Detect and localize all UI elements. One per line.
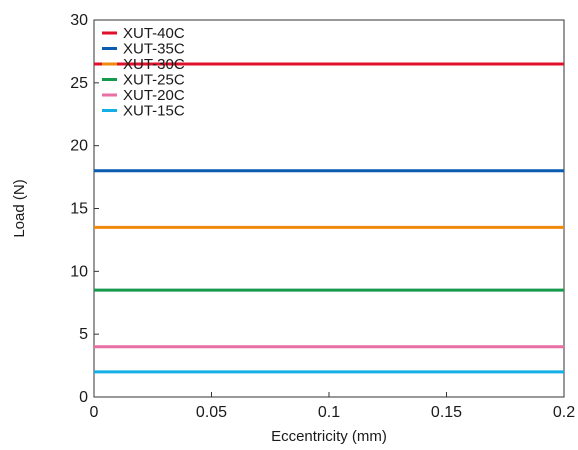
x-axis-ticks: 0 0.05 0.1 0.15 0.2 <box>90 392 575 421</box>
x-tick-label: 0.15 <box>431 404 462 421</box>
legend-label: XUT-40C <box>123 25 185 42</box>
y-tick-label: 15 <box>70 201 88 218</box>
y-axis-label: Load (N) <box>11 179 28 237</box>
legend-label: XUT-20C <box>123 87 185 104</box>
x-tick-label: 0.1 <box>318 404 340 421</box>
y-tick-label: 30 <box>70 12 88 29</box>
series-lines <box>94 62 564 374</box>
y-axis-ticks: 0 5 10 15 20 25 30 <box>70 12 99 406</box>
x-axis-label: Eccentricity (mm) <box>271 428 387 445</box>
x-tick-label: 0.2 <box>553 404 575 421</box>
legend-label: XUT-30C <box>123 56 185 73</box>
x-tick-label: 0 <box>90 404 99 421</box>
legend-label: XUT-35C <box>123 41 185 58</box>
y-tick-label: 25 <box>70 75 88 92</box>
legend-label: XUT-15C <box>123 103 185 120</box>
y-tick-label: 20 <box>70 138 88 155</box>
legend: XUT-40CXUT-35CXUT-30CXUT-25CXUT-20CXUT-1… <box>102 25 185 120</box>
plot-area <box>93 19 565 398</box>
y-tick-label: 5 <box>79 326 88 343</box>
y-tick-label: 0 <box>79 389 88 406</box>
y-tick-label: 10 <box>70 263 88 280</box>
plot-frame <box>93 19 565 398</box>
legend-label: XUT-25C <box>123 72 185 89</box>
x-tick-label: 0.05 <box>196 404 227 421</box>
